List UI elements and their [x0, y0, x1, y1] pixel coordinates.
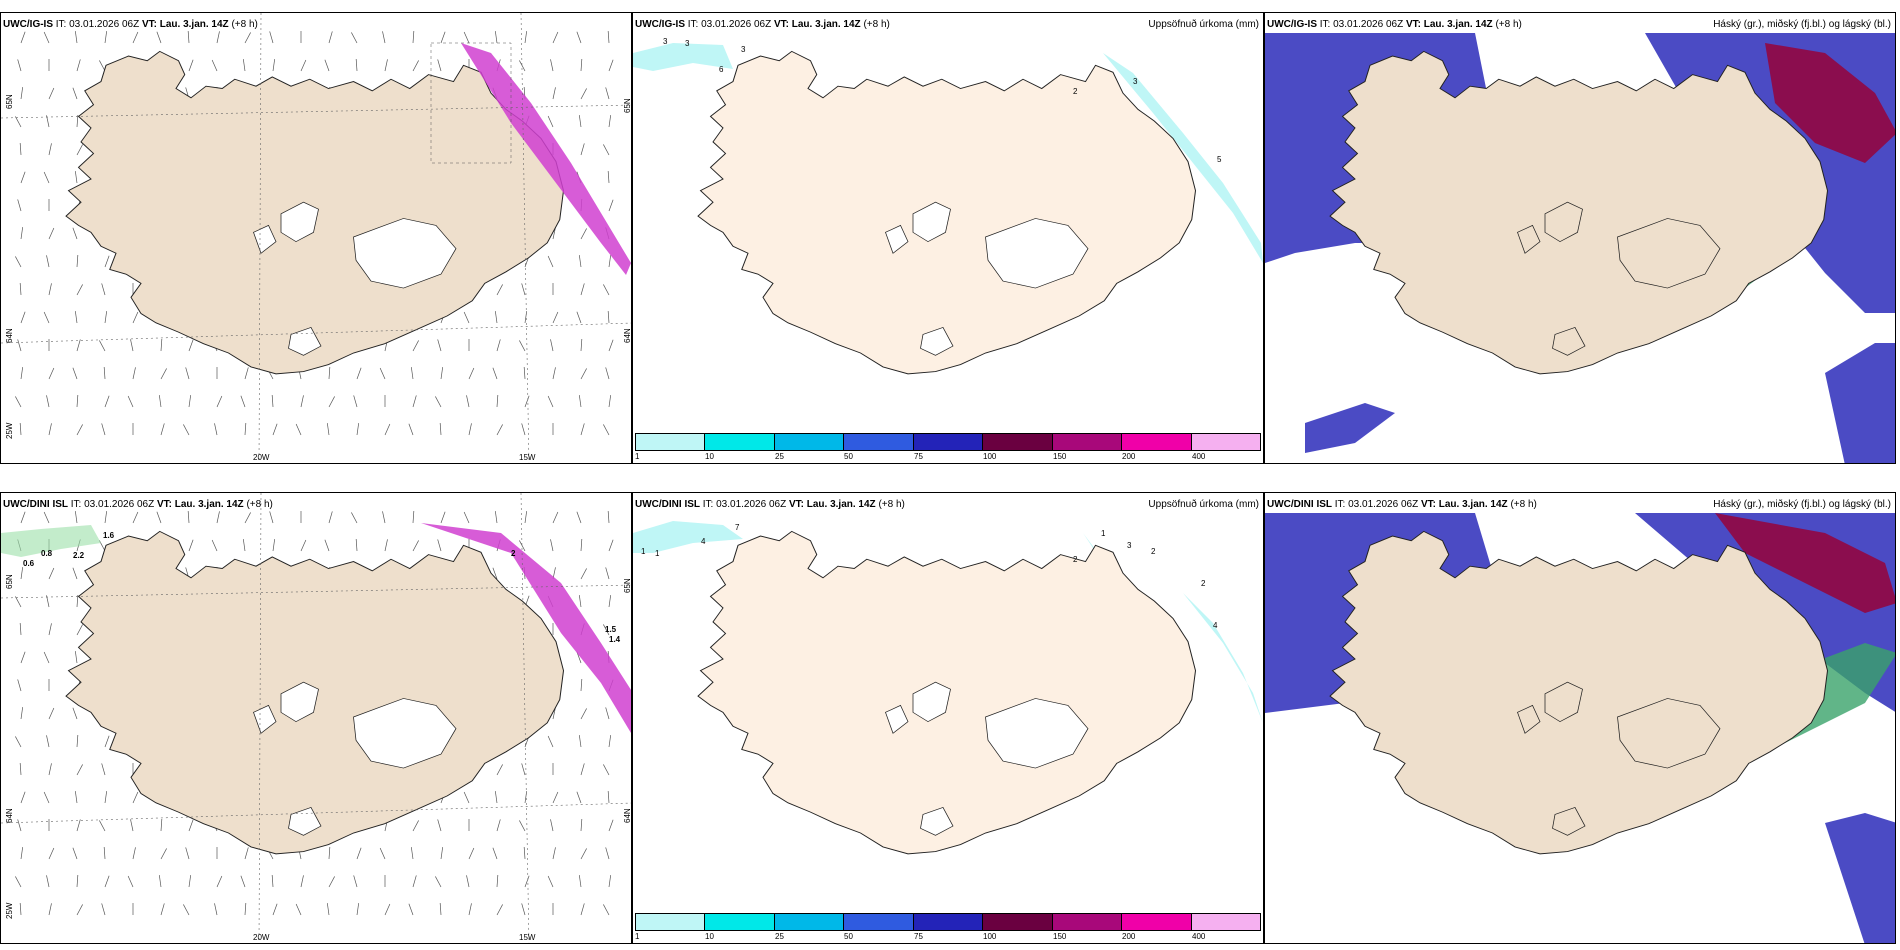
precip-value: 6	[719, 65, 724, 74]
cloud-map	[1265, 513, 1895, 943]
panel-title: UWC/DINI ISL IT: 03.01.2026 06Z VT: Lau.…	[3, 499, 273, 510]
lat-label: 64N	[623, 328, 632, 343]
precip-value: 3	[1127, 541, 1132, 550]
panel-top-middle-precip: UWC/IG-IS IT: 03.01.2026 06Z VT: Lau. 3.…	[632, 12, 1264, 464]
precip-value: 2	[1151, 547, 1156, 556]
panel-title: UWC/IG-IS IT: 03.01.2026 06Z VT: Lau. 3.…	[1267, 19, 1522, 30]
precip-value: 3	[685, 39, 690, 48]
precip-map	[633, 43, 1263, 375]
lon-label: 15W	[519, 453, 536, 462]
lat-label: 64N	[5, 808, 14, 823]
panel-variable: Uppsöfnuð úrkoma (mm)	[1148, 19, 1259, 30]
cloud-map	[1265, 33, 1895, 463]
wind-value: 0.6	[23, 559, 35, 568]
lat-label: 25W	[5, 422, 14, 439]
lat-label: 65N	[5, 94, 14, 109]
precip-value: 4	[701, 537, 706, 546]
panel-bottom-left-wind: UWC/DINI ISL IT: 03.01.2026 06Z VT: Lau.…	[0, 492, 632, 944]
colorbar	[635, 433, 1261, 451]
wind-value: 1.6	[103, 531, 115, 540]
precip-value: 7	[735, 523, 740, 532]
colorbar-labels: 1 10 25 50 75 100 150 200 400	[635, 932, 1206, 941]
wind-value: 2.2	[73, 551, 85, 560]
lat-label: 65N	[623, 578, 632, 593]
panel-title: UWC/DINI ISL IT: 03.01.2026 06Z VT: Lau.…	[635, 499, 905, 510]
panel-bottom-middle-precip: UWC/DINI ISL IT: 03.01.2026 06Z VT: Lau.…	[632, 492, 1264, 944]
wind-map	[1, 13, 631, 463]
lat-label: 65N	[623, 98, 632, 113]
panel-title: UWC/IG-IS IT: 03.01.2026 06Z VT: Lau. 3.…	[635, 19, 890, 30]
panel-bottom-right-cloud: UWC/DINI ISL IT: 03.01.2026 06Z VT: Lau.…	[1264, 492, 1896, 944]
lon-label: 15W	[519, 933, 536, 942]
precip-value: 2	[1073, 555, 1078, 564]
panel-top-right-cloud: UWC/IG-IS IT: 03.01.2026 06Z VT: Lau. 3.…	[1264, 12, 1896, 464]
lon-label: 20W	[253, 933, 270, 942]
precip-value: 1	[1101, 529, 1106, 538]
precip-value: 2	[1073, 87, 1078, 96]
precip-value: 1	[655, 549, 660, 558]
panel-variable: Háský (gr.), miðský (fj.bl.) og lágský (…	[1713, 19, 1891, 30]
precip-value: 3	[1133, 77, 1138, 86]
panel-top-left-wind: UWC/IG-IS IT: 03.01.2026 06Z VT: Lau. 3.…	[0, 12, 632, 464]
colorbar	[635, 913, 1261, 931]
panel-title: UWC/DINI ISL IT: 03.01.2026 06Z VT: Lau.…	[1267, 499, 1537, 510]
panel-variable: Uppsöfnuð úrkoma (mm)	[1148, 499, 1259, 510]
precip-value: 3	[663, 37, 668, 46]
lon-label: 20W	[253, 453, 270, 462]
panel-title: UWC/IG-IS IT: 03.01.2026 06Z VT: Lau. 3.…	[3, 19, 258, 30]
precip-map	[633, 521, 1263, 855]
lat-label: 25W	[5, 902, 14, 919]
wind-value: 2	[511, 549, 516, 558]
precip-value: 2	[1201, 579, 1206, 588]
wind-value: 1.4	[609, 635, 621, 644]
precip-value: 3	[741, 45, 746, 54]
lat-label: 64N	[623, 808, 632, 823]
precip-value: 1	[641, 547, 646, 556]
wind-map	[1, 493, 631, 943]
precip-value: 4	[1213, 621, 1218, 630]
wind-value: 1.5	[605, 625, 617, 634]
wind-value: 0.8	[41, 549, 53, 558]
lat-label: 64N	[5, 328, 14, 343]
precip-value: 5	[1217, 155, 1222, 164]
panel-variable: Háský (gr.), miðský (fj.bl.) og lágský (…	[1713, 499, 1891, 510]
lat-label: 65N	[5, 574, 14, 589]
colorbar-labels: 1 10 25 50 75 100 150 200 400	[635, 452, 1206, 461]
